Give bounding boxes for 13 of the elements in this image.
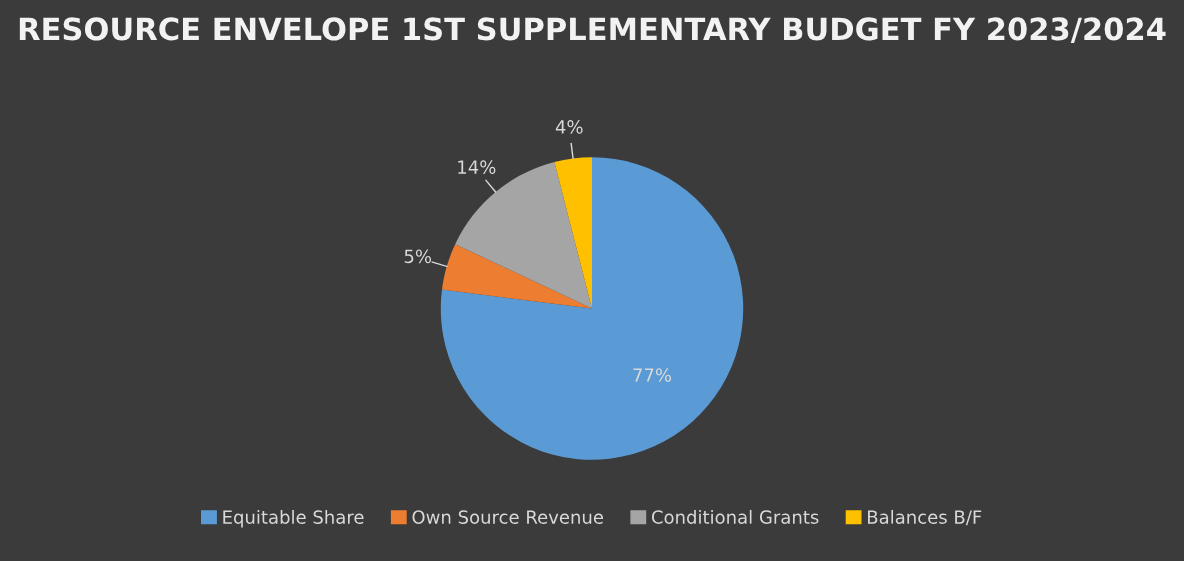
data-label: 5% <box>404 249 432 264</box>
chart-title: RESOURCE ENVELOPE 1ST SUPPLEMENTARY BUDGET FY 2023/2024 <box>19 17 1166 43</box>
legend-label: Conditional Grants <box>651 509 819 524</box>
data-label: 77% <box>633 368 672 382</box>
pie-slice <box>440 157 744 460</box>
pie-slice <box>554 157 592 309</box>
legend-label: Own Source Revenue <box>412 510 604 524</box>
legend-label: Equitable Share <box>223 509 364 528</box>
pie-slice <box>455 162 592 309</box>
legend-label: Balances B/F <box>868 509 982 526</box>
pie-slice <box>441 244 592 309</box>
data-label: 4% <box>555 120 583 134</box>
data-label: 14% <box>458 160 496 174</box>
